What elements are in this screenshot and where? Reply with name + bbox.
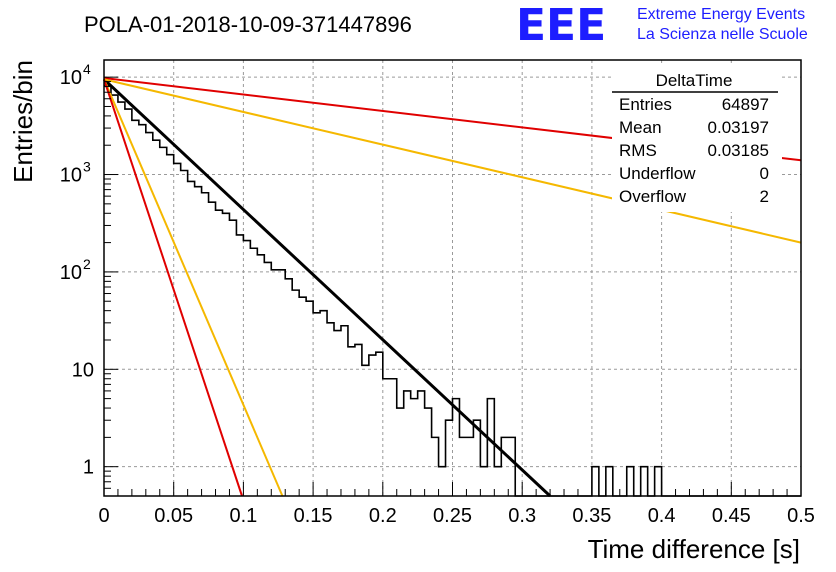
y-tick-exponent: 4 [83,61,91,77]
y-tick-label: 1 [83,457,94,479]
x-axis-title: Time difference [s] [588,534,800,564]
x-tick-label: 0.35 [572,505,611,527]
y-tick-label: 10 [60,262,82,284]
x-tick-label: 0.4 [648,505,676,527]
x-tick-label: 0.3 [508,505,536,527]
stats-row-value: 2 [760,187,769,206]
stats-row-label: RMS [619,141,657,160]
fit-curves [102,77,802,498]
y-tick-label: 10 [72,359,94,381]
chart-title: POLA-01-2018-10-09-371447896 [84,12,412,37]
logo-line-1: Extreme Energy Events [637,6,805,23]
x-tick-label: 0.15 [294,505,333,527]
stats-row-value: 0 [760,164,769,183]
stats-row-value: 0.03197 [708,118,769,137]
stats-row-label: Overflow [619,187,687,206]
stats-box-bg [612,66,782,212]
y-tick-exponent: 2 [83,256,91,272]
y-tick-exponent: 3 [83,159,91,175]
stats-row-label: Entries [619,95,672,114]
fit-curve-3 [103,78,802,244]
y-tick-label: 10 [60,165,82,187]
stats-row-label: Mean [619,118,662,137]
x-tick-label: 0.05 [154,505,193,527]
x-tick-label: 0 [98,505,109,527]
logo-line-2: La Scienza nelle Scuole [637,26,808,43]
stats-box: DeltaTime Entries 64897 Mean 0.03197 RMS 0.03… [612,66,782,212]
x-tick-label: 0.5 [787,505,815,527]
y-axis-title: Entries/bin [8,60,38,183]
fit-curve-1 [102,78,552,498]
stats-row-label: Underflow [619,164,696,183]
stats-row-value: 0.03185 [708,141,769,160]
eee-logo: EEE Extreme Energy Events La Scienza nel… [516,0,808,51]
stats-rows: Entries 64897 Mean 0.03197 RMS 0.03185 Underfl… [619,95,769,206]
fit-curve-5 [103,79,243,497]
y-tick-label: 10 [60,67,82,89]
axis-ticks [103,76,802,497]
x-tick-label: 0.1 [229,505,257,527]
x-tick-labels: 0 0.05 0.1 0.15 0.2 0.25 0.3 0.35 0.4 0.45 0.5 [98,505,814,527]
stats-row-value: 64897 [722,95,769,114]
eee-logo-mark: EEE [516,0,606,51]
x-tick-label: 0.25 [433,505,472,527]
fit-curve-4 [103,78,284,497]
stats-title: DeltaTime [656,71,733,90]
x-tick-label: 0.2 [369,505,397,527]
x-tick-label: 0.45 [712,505,751,527]
